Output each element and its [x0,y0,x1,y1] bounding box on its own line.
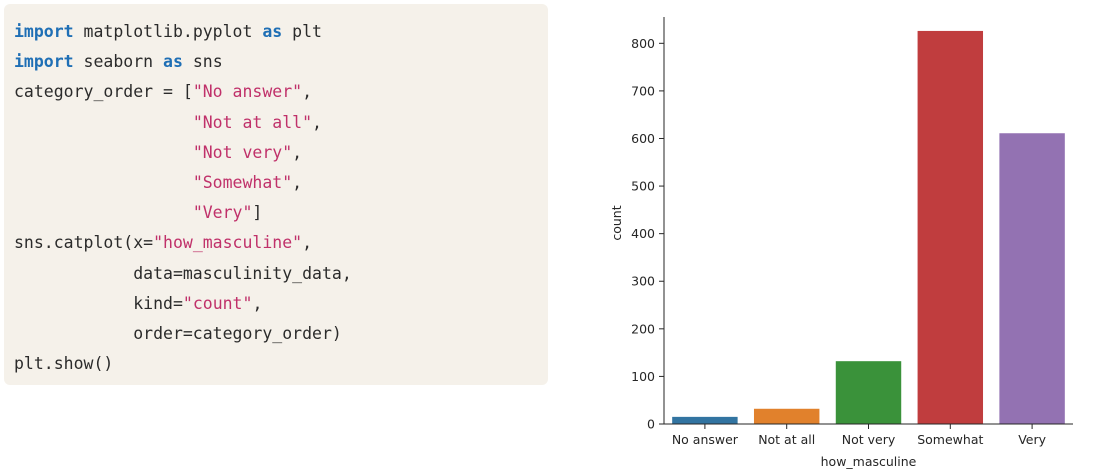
code-text: matplotlib.pyplot [73,22,263,41]
bars [672,30,1065,425]
code-text: , [292,142,303,162]
y-tick-label: 800 [631,36,655,51]
code-line: kind="count", [14,289,548,319]
code-line: "Not very", [14,138,548,168]
code-string: "Somewhat" [192,172,293,192]
y-tick-label: 100 [631,369,655,384]
code-text [14,203,193,222]
bar-very [999,133,1065,424]
y-tick-label: 600 [631,131,655,146]
chart-svg: 0 100 200 300 400 500 600 700 800 No answer Not a… [609,17,1073,469]
y-tick-label: 0 [647,417,655,432]
code-text: sns.catplot(x= [14,233,154,253]
code-text: seaborn [73,52,164,72]
code-text: ] [252,203,263,223]
bar-no-answer [672,416,738,424]
code-string: "No answer" [192,82,303,102]
x-tick-label: Not very [842,432,896,447]
x-tick-label: Somewhat [917,432,983,447]
code-text: sns [182,52,223,72]
code-line: data=masculinity_data, [14,259,548,289]
code-text [14,113,193,132]
code-line: plt.show() [14,349,548,379]
code-string: "Very" [192,203,253,223]
code-keyword: import [14,52,74,72]
code-text: kind= [14,293,183,313]
code-string: "count" [182,293,253,313]
code-text: plt.show() [14,354,114,374]
bar-somewhat [917,30,984,425]
code-text: plt [282,22,322,41]
y-tick-label: 700 [631,83,655,98]
code-text [14,143,193,162]
code-line: sns.catplot(x="how_masculine", [14,228,548,258]
code-text [14,173,193,192]
x-axis-ticks: No answer Not at all Not very Somewhat Very [672,424,1047,447]
code-text: , [252,293,263,313]
code-string: "how_masculine" [153,233,303,253]
y-tick-label: 200 [631,321,655,336]
code-keyword: import [14,22,74,41]
code-line: import seaborn as sns [14,47,548,77]
code-line: import matplotlib.pyplot as plt [14,17,548,47]
code-line: "Very"] [14,198,548,228]
code-block: import matplotlib.pyplot as plt import se… [4,4,548,385]
x-tick-label: Not at all [758,432,815,447]
code-text: order=category_order) [14,323,342,343]
code-string: "Not at all" [192,112,313,132]
x-tick-label: Very [1018,432,1046,447]
y-tick-label: 300 [631,274,655,289]
code-line: category_order = ["No answer", [14,77,548,107]
code-keyword: as [163,52,183,72]
code-keyword: as [262,22,283,41]
code-line: "Not at all", [14,108,548,138]
bar-not-very [835,361,902,424]
code-line: order=category_order) [14,319,548,349]
code-line: "Somewhat", [14,168,548,198]
x-tick-label: No answer [672,432,739,447]
code-text: category_order = [ [14,82,193,102]
code-text: , [292,172,303,192]
count-plot: 0 100 200 300 400 500 600 700 800 No answer Not a… [600,0,1093,472]
code-text: , [302,233,313,253]
code-text: , [312,112,322,132]
code-string: "Not very" [192,142,293,162]
code-text: , [302,82,313,102]
code-text: data=masculinity_data, [14,263,352,283]
y-tick-label: 500 [631,179,655,194]
y-axis-ticks: 0 100 200 300 400 500 600 700 800 [631,36,664,432]
x-axis-label: how_masculine [821,454,917,469]
bar-not-at-all [753,408,820,424]
y-axis-label: count [609,205,624,240]
y-tick-label: 400 [631,226,655,241]
